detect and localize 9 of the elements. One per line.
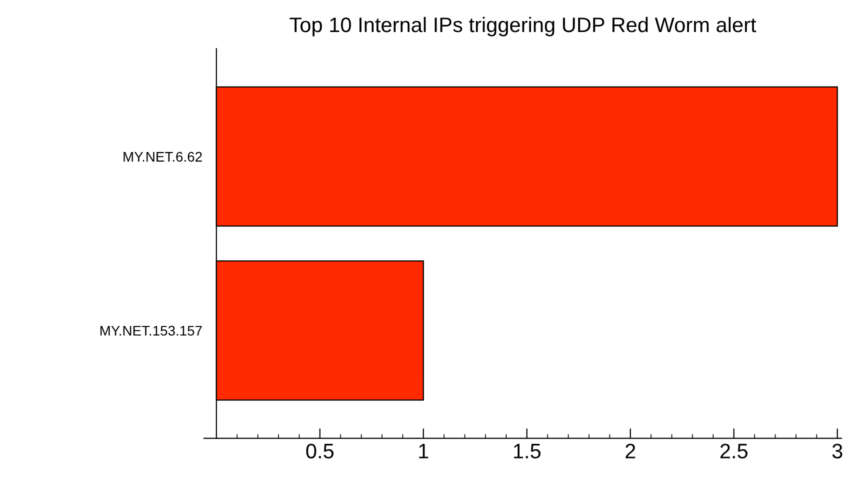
x-tick-label: 1.5 (514, 444, 540, 458)
y-tick-label: MY.NET.153.157 (100, 326, 202, 336)
chart-title: Top 10 Internal IPs triggering UDP Red Worm alert (290, 16, 756, 36)
y-tick-label: MY.NET.6.62 (124, 152, 202, 162)
x-tick-label: 2 (626, 444, 636, 458)
x-tick-label: 1 (419, 444, 428, 458)
x-tick-label: 2.5 (720, 444, 748, 458)
x-tick-label: 3 (832, 444, 842, 458)
x-tick-label: 0.5 (306, 444, 334, 458)
